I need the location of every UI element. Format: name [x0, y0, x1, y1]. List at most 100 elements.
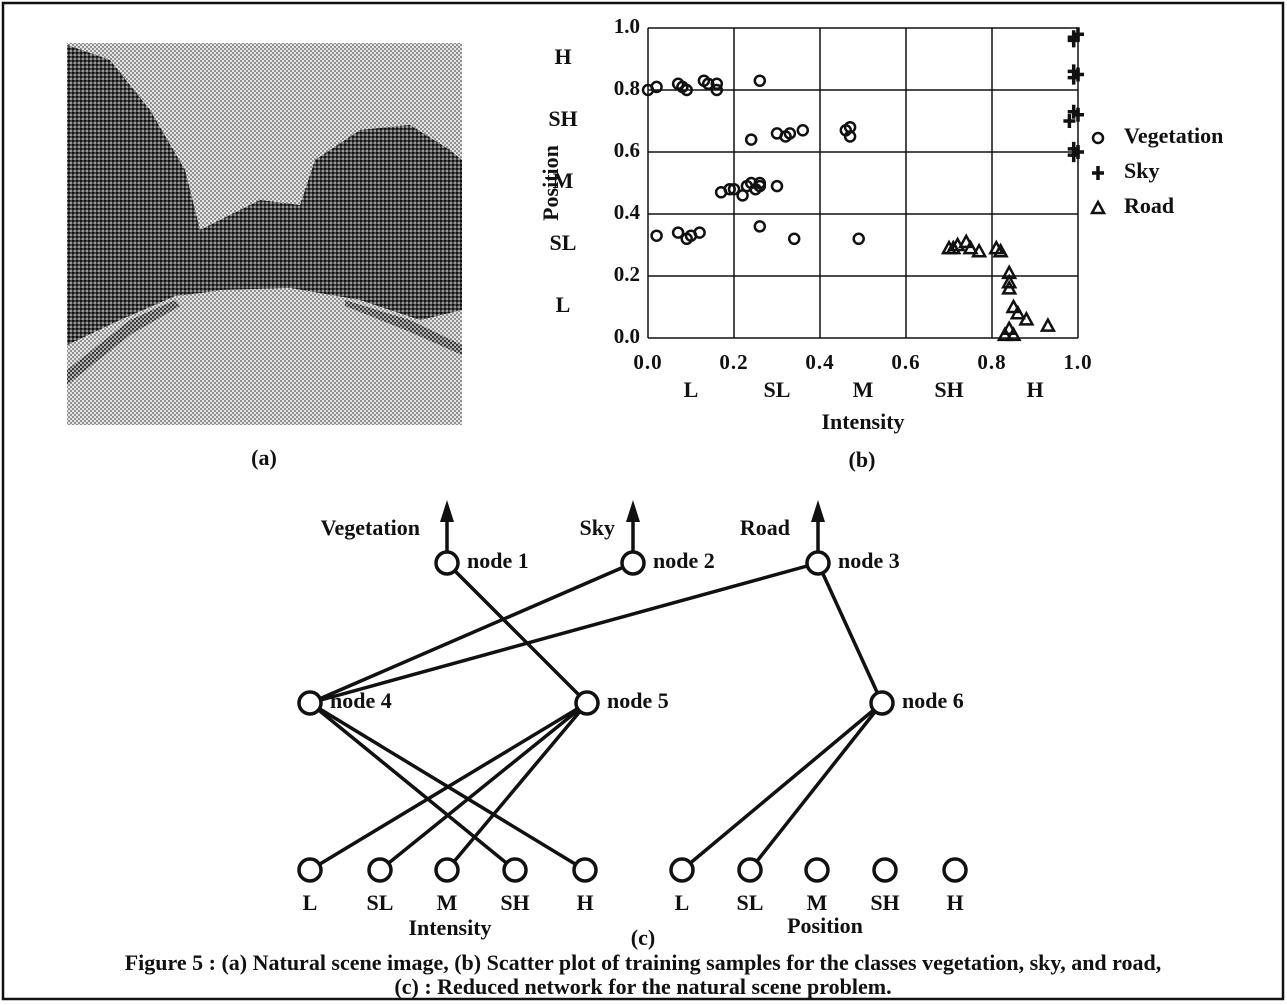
point — [727, 182, 741, 196]
point — [671, 226, 685, 239]
y-region-label: M — [553, 168, 574, 193]
node — [297, 690, 323, 716]
point — [970, 242, 988, 258]
arrow-head — [440, 500, 454, 522]
node — [574, 690, 600, 716]
y-tick-label: 1.0 — [614, 14, 640, 38]
y-tick-label: 0.8 — [614, 76, 640, 100]
point — [744, 133, 758, 146]
node — [737, 857, 763, 883]
point — [1005, 298, 1022, 314]
x-tick-label: 0.0 — [633, 350, 662, 374]
edge — [748, 701, 884, 872]
node — [297, 857, 323, 883]
point — [1009, 304, 1026, 320]
edge — [309, 561, 819, 705]
edge — [308, 701, 517, 872]
edge — [309, 701, 588, 872]
node-label: node 5 — [607, 688, 669, 713]
point — [650, 229, 663, 242]
point — [1067, 33, 1080, 48]
term-label: L — [675, 890, 690, 915]
legend-label: Road — [1124, 193, 1174, 218]
x-region-label: M — [853, 377, 874, 402]
y-region-label: L — [556, 292, 571, 317]
x-region-label: L — [684, 377, 699, 402]
legend-label: Sky — [1124, 158, 1159, 183]
y-region-label: SH — [548, 106, 577, 131]
point — [796, 124, 810, 137]
point — [1001, 279, 1018, 295]
node — [620, 550, 646, 576]
panel-label: (b) — [849, 447, 876, 472]
point — [770, 179, 784, 193]
node-label: node 4 — [330, 688, 392, 713]
x-region-label: SH — [934, 377, 963, 402]
x-tick-label: 0.6 — [891, 350, 920, 374]
point — [753, 220, 767, 233]
group-label: Position — [787, 913, 863, 938]
point — [693, 226, 706, 239]
legend-marker — [1089, 199, 1107, 215]
term-label: SL — [737, 890, 764, 915]
output-label: Vegetation — [321, 515, 420, 540]
node-label: node 3 — [838, 548, 900, 573]
node — [572, 857, 598, 883]
scene-image — [67, 43, 462, 425]
arrow-head — [626, 500, 640, 522]
point — [992, 242, 1009, 258]
point — [753, 74, 767, 87]
point — [1067, 70, 1080, 85]
term-label: SH — [870, 890, 899, 915]
point — [958, 233, 975, 249]
y-tick-label: 0.0 — [614, 324, 640, 348]
point — [753, 179, 767, 193]
output-label: Sky — [580, 515, 615, 540]
node — [804, 857, 830, 883]
x-region-label: SL — [764, 377, 791, 402]
edge — [445, 561, 589, 705]
point — [783, 127, 797, 140]
network-labels: Vegetation Sky Road node 1 node 2 node 3… — [303, 515, 964, 950]
point — [1018, 310, 1035, 326]
node — [872, 857, 898, 883]
term-label: M — [807, 890, 828, 915]
point — [996, 326, 1014, 342]
y-axis-label: Position — [538, 145, 563, 221]
node — [942, 857, 968, 883]
y-region-label: SL — [550, 230, 577, 255]
term-label: L — [303, 890, 318, 915]
point — [852, 232, 865, 246]
legend-label: Vegetation — [1124, 123, 1223, 148]
output-label: Road — [740, 515, 790, 540]
arrow-head — [811, 500, 825, 522]
term-label: SL — [367, 890, 394, 915]
y-region-label: H — [554, 44, 571, 69]
node — [367, 857, 393, 883]
node — [434, 550, 460, 576]
panel-label: (c) — [631, 925, 655, 950]
y-tick-label: 0.6 — [614, 138, 640, 162]
x-tick-label: 0.2 — [719, 350, 748, 374]
point — [962, 239, 979, 255]
x-tick-label: 0.4 — [805, 350, 834, 374]
node — [434, 857, 460, 883]
term-label: SH — [500, 890, 529, 915]
network — [297, 500, 968, 883]
y-tick-label: 0.2 — [614, 262, 640, 286]
node-label: node 1 — [467, 548, 529, 573]
x-region-label: H — [1026, 377, 1043, 402]
term-label: H — [576, 890, 593, 915]
point — [650, 80, 663, 94]
node — [805, 550, 831, 576]
node — [869, 690, 895, 716]
x-tick-label: 1.0 — [1063, 350, 1092, 374]
edge — [680, 701, 884, 872]
node — [502, 857, 528, 883]
term-label: M — [437, 890, 458, 915]
point — [710, 83, 724, 97]
point — [1039, 316, 1057, 332]
point — [1063, 114, 1076, 128]
point — [1072, 107, 1084, 122]
